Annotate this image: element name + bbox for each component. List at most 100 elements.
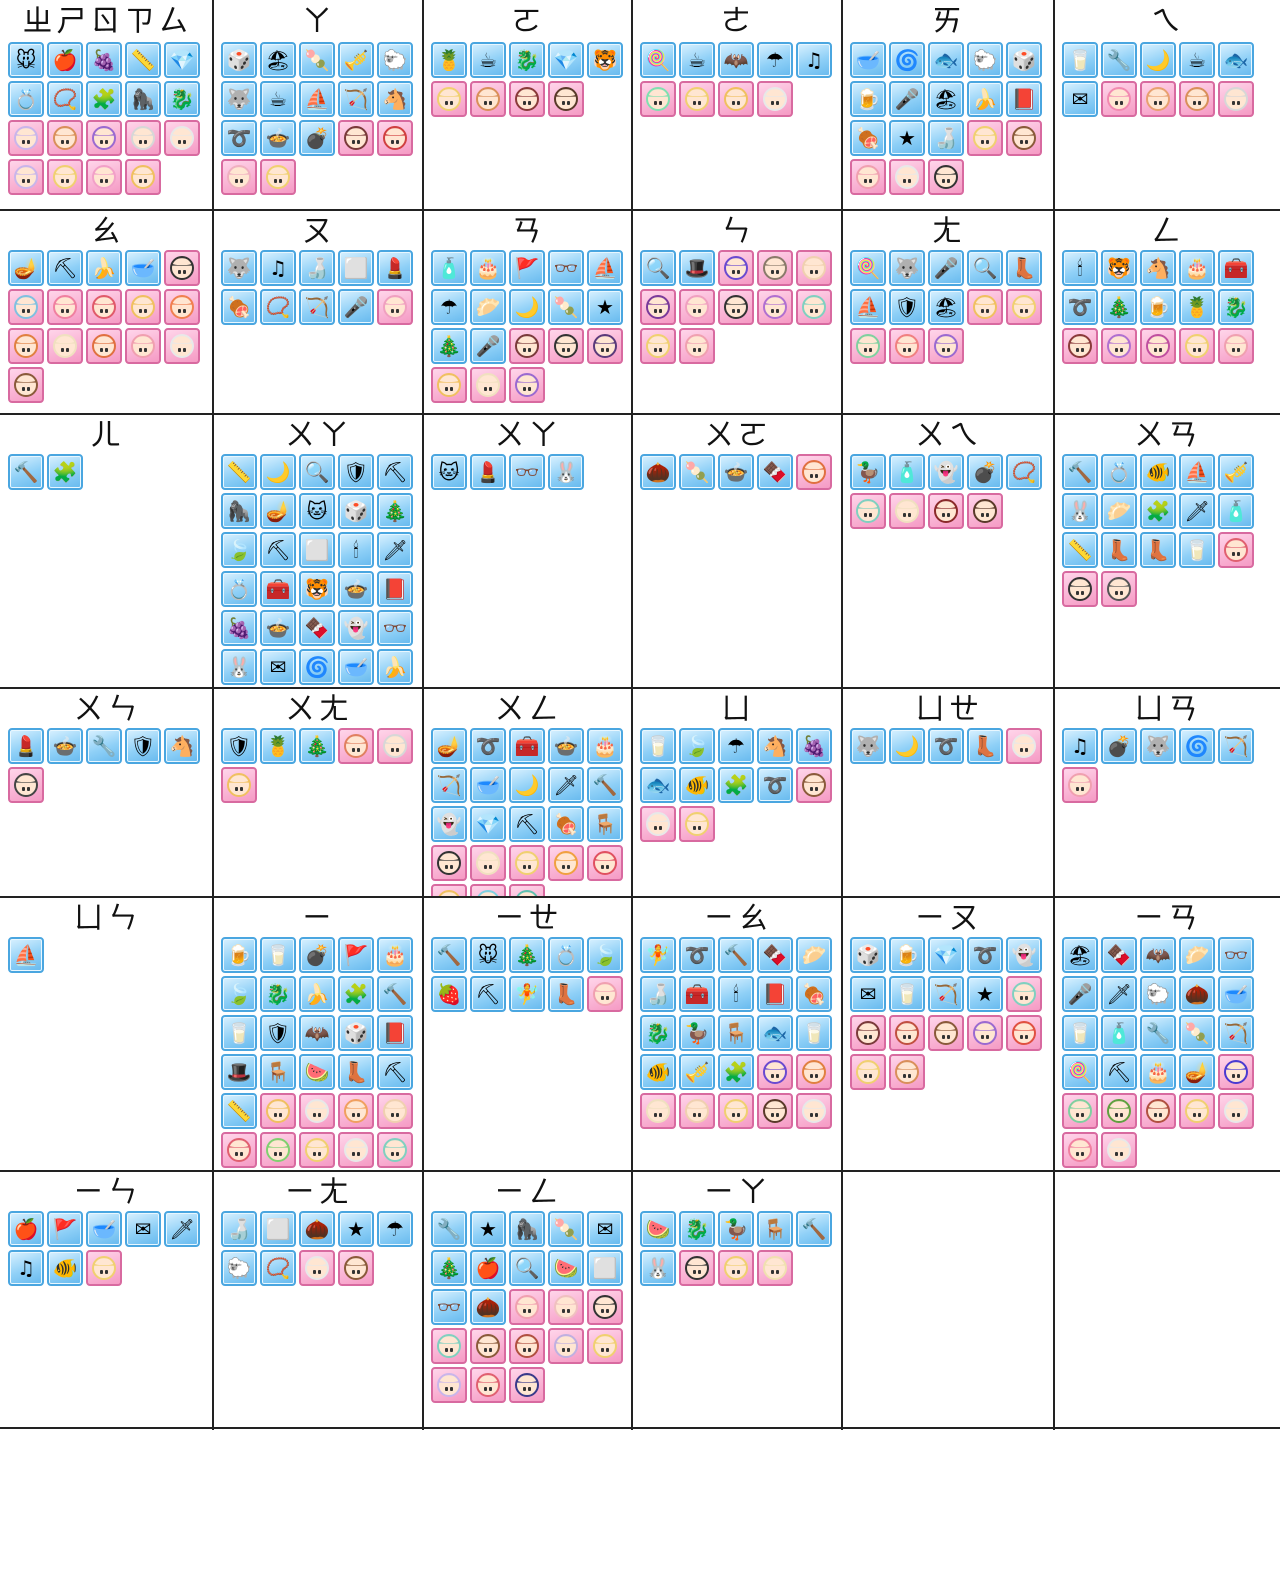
icon-list: 🥛 🍃 ☂ 🐴 🍇 🐟 🐠 🧩 ➰	[640, 728, 840, 842]
ruler-icon: 📏	[221, 1093, 257, 1129]
character-portrait-icon	[587, 845, 623, 881]
tools-icon: 🔧	[431, 1211, 467, 1247]
gem-icon: 💎	[164, 42, 200, 78]
character-portrait-icon	[431, 1328, 467, 1364]
gorilla-icon: 🦍	[509, 1211, 545, 1247]
character-portrait-icon	[431, 1367, 467, 1403]
tree-icon: 🎄	[299, 728, 335, 764]
character-portrait-icon	[8, 120, 44, 156]
horse-icon: 🐴	[164, 728, 200, 764]
character-portrait-icon	[928, 328, 964, 364]
shield-icon: 🛡	[125, 728, 161, 764]
icon-list: 🎲 🏖 🍡 🎺 🐑 🐺 ☕ ⛵ 🏹 🐴 ➰ 🍲 💣	[221, 42, 421, 195]
soy-sauce-icon: 🍶	[640, 976, 676, 1012]
soy-sauce-icon: 🍶	[928, 120, 964, 156]
tree-icon: 🎄	[431, 328, 467, 364]
character-portrait-icon	[718, 250, 754, 286]
bopomofo-cell: ㄧㄢ 🏖 🍫 🦇 🥟 👓 🎤 🗡 🐑 🌰 🥣 🥛 🧴 🔧 🍡 🏹 🍭 ⛏ 🎂 🪔	[1056, 899, 1280, 1171]
puzzle-icon: 🧩	[718, 1054, 754, 1090]
character-portrait-icon	[587, 1328, 623, 1364]
character-portrait-icon	[509, 328, 545, 364]
boot-icon: 👢	[967, 728, 1003, 764]
coffee-icon: ☕	[1179, 42, 1215, 78]
ship-icon: ⛵	[1179, 454, 1215, 490]
ghost-icon: 👻	[338, 610, 374, 646]
mug-icon: 🍺	[889, 937, 925, 973]
dumpling-icon: 🥟	[470, 289, 506, 325]
rope-icon: ➰	[679, 937, 715, 973]
character-portrait-icon	[889, 1054, 925, 1090]
character-portrait-icon	[86, 289, 122, 325]
bopomofo-cell: ㄧㄚ 🍉 🐉 🦆 🪑 🔨 🐰	[634, 1173, 842, 1428]
pineapple-icon: 🍍	[431, 42, 467, 78]
bopomofo-cell: ㄤ 🍭 🐺 🎤 🔍 👢 ⛵ 🛡 🏖	[844, 212, 1054, 414]
ruler-icon: 📏	[221, 454, 257, 490]
gorilla-icon: 🦍	[221, 493, 257, 529]
grid-divider-horizontal	[0, 413, 1280, 415]
character-portrait-icon	[1101, 328, 1137, 364]
dragon-icon: 🐉	[679, 1211, 715, 1247]
bowl-icon: 🥣	[1218, 976, 1254, 1012]
necklace-icon: 📿	[260, 289, 296, 325]
lamp-icon: 🪔	[1179, 1054, 1215, 1090]
vortex-icon: 🌀	[299, 649, 335, 685]
grid-divider-horizontal	[0, 209, 1280, 211]
hammer-icon: 🔨	[431, 937, 467, 973]
character-portrait-icon	[509, 845, 545, 881]
puzzle-icon: 🧩	[1140, 493, 1176, 529]
character-portrait-icon	[8, 289, 44, 325]
grid-divider-vertical	[422, 0, 424, 1430]
star-icon: ★	[967, 976, 1003, 1012]
book-icon: 📕	[757, 976, 793, 1012]
character-portrait-icon	[1179, 328, 1215, 364]
character-portrait-icon	[757, 1093, 793, 1129]
sword-icon: 🗡	[164, 1211, 200, 1247]
walnut-icon: 🌰	[299, 1211, 335, 1247]
puzzle-icon: 🧩	[86, 81, 122, 117]
character-portrait-icon	[1006, 289, 1042, 325]
wolf-icon: 🐺	[1140, 728, 1176, 764]
character-portrait-icon	[1218, 1093, 1254, 1129]
hammer-icon: 🔨	[796, 1211, 832, 1247]
character-portrait-icon	[1140, 328, 1176, 364]
character-portrait-icon	[679, 806, 715, 842]
dragon-icon: 🐉	[1218, 289, 1254, 325]
puzzle-icon: 🧩	[47, 454, 83, 490]
soy-sauce-icon: 🍶	[299, 250, 335, 286]
icon-list: 🌰 🍡 🍲 🍫	[640, 454, 840, 490]
tree-icon: 🎄	[1101, 289, 1137, 325]
flag-icon: 🚩	[509, 250, 545, 286]
chest-icon: 🧰	[509, 728, 545, 764]
tree-icon: 🎄	[377, 493, 413, 529]
leaf-icon: 🍃	[679, 728, 715, 764]
character-portrait-icon	[1140, 1093, 1176, 1129]
character-portrait-icon	[587, 976, 623, 1012]
bopomofo-cell: ㄓㄕㄖㄗㄙ 🐭 🍎 🍇 📏 💎 💍 📿 🧩 🦍 🐉	[2, 2, 213, 210]
icon-list: 🧴 🎂 🚩 👓 ⛵ ☂ 🥟 🌙 🍡 ★ 🎄 🎤	[431, 250, 630, 403]
wolf-icon: 🐺	[221, 250, 257, 286]
character-portrait-icon	[1140, 81, 1176, 117]
cell-title: ㄤ	[932, 214, 966, 249]
character-portrait-icon	[221, 767, 257, 803]
ghost-icon: 👻	[928, 454, 964, 490]
bopomofo-cell: ㄦ 🔨 🧩	[2, 416, 213, 688]
bopomofo-cell	[844, 1173, 1054, 1428]
icon-list: ⛵	[8, 937, 211, 973]
moon-icon: 🌙	[509, 289, 545, 325]
book-icon: 📕	[1006, 81, 1042, 117]
flag-icon: 🚩	[338, 937, 374, 973]
goldfish-icon: 🐠	[47, 1250, 83, 1286]
character-portrait-icon	[548, 81, 584, 117]
grid-divider-vertical	[212, 0, 214, 1430]
character-portrait-icon	[260, 159, 296, 195]
music-icon: ♫	[8, 1250, 44, 1286]
character-portrait-icon	[796, 1093, 832, 1129]
beach-icon: 🏖	[1062, 937, 1098, 973]
rope-icon: ➰	[757, 767, 793, 803]
hammer-icon: 🔨	[377, 976, 413, 1012]
icon-list: 💄 🍲 🔧 🛡 🐴	[8, 728, 211, 803]
tofu-icon: ⬜	[338, 250, 374, 286]
character-portrait-icon	[757, 81, 793, 117]
goldfish-icon: 🐠	[640, 1054, 676, 1090]
bowl-icon: 🥣	[338, 649, 374, 685]
